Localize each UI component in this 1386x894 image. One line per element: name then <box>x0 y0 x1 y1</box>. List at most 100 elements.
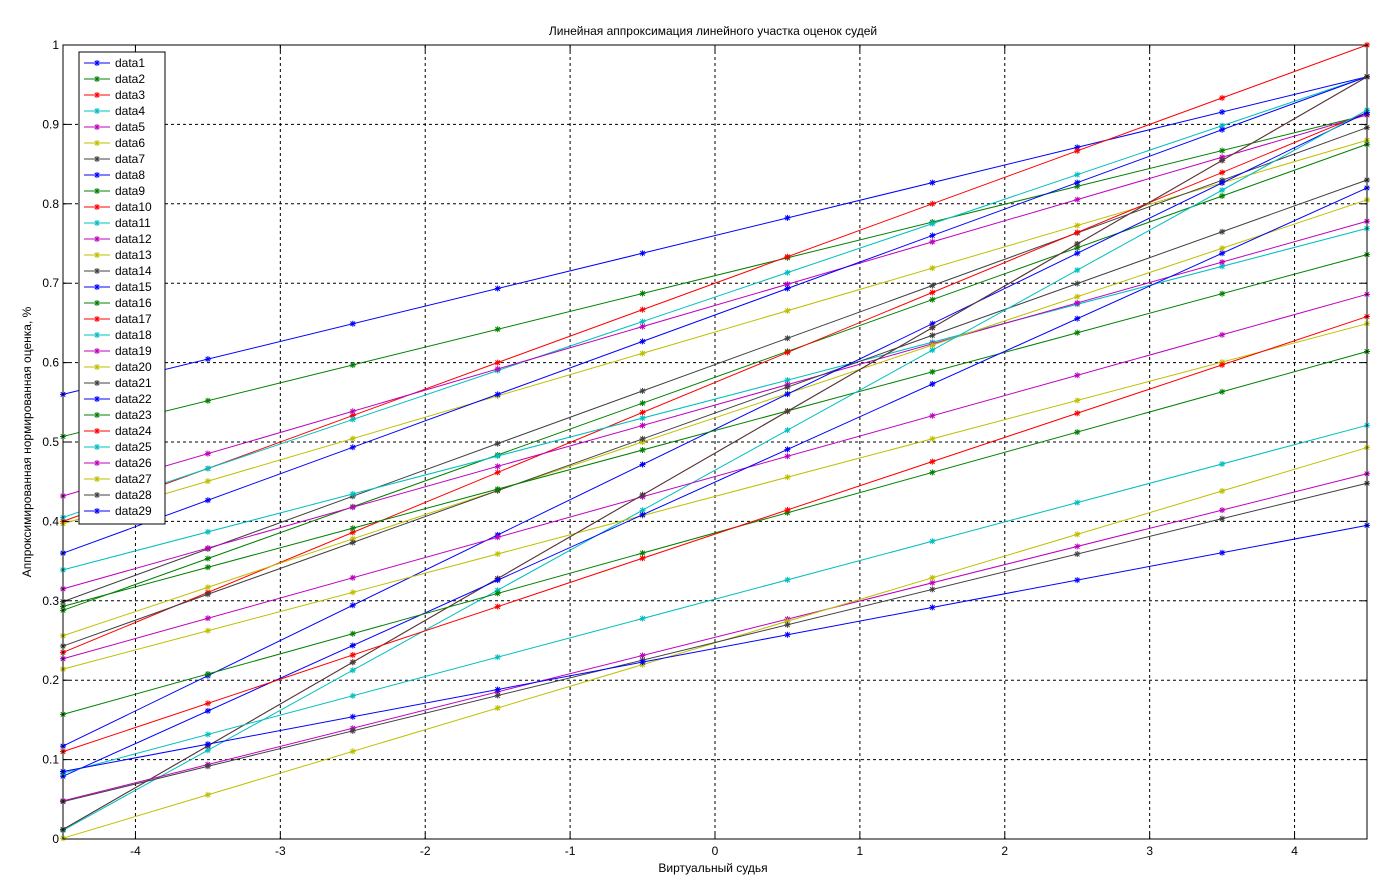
legend-label: data17 <box>115 312 152 326</box>
data-point <box>1074 299 1081 306</box>
data-point <box>929 220 936 227</box>
y-tick-label: 0.5 <box>42 435 59 449</box>
data-point <box>204 615 211 622</box>
data-point <box>204 763 211 770</box>
data-point <box>1219 515 1226 522</box>
data-point <box>929 347 936 354</box>
data-point <box>929 289 936 296</box>
legend-label: data13 <box>115 248 152 262</box>
legend-label: data5 <box>115 120 145 134</box>
data-point <box>784 391 791 398</box>
data-point <box>784 335 791 342</box>
data-point <box>1074 222 1081 229</box>
data-point <box>784 474 791 481</box>
data-point <box>929 296 936 303</box>
data-point <box>929 381 936 388</box>
data-point <box>204 497 211 504</box>
data-point <box>639 659 646 666</box>
data-point <box>494 587 501 594</box>
data-point <box>639 652 646 659</box>
data-point <box>639 615 646 622</box>
legend-marker <box>94 76 100 82</box>
y-tick-label: 0.8 <box>42 197 59 211</box>
y-tick-label: 0.2 <box>42 673 59 687</box>
series-line <box>62 227 1368 571</box>
data-point <box>1219 549 1226 556</box>
series-line <box>62 424 1368 774</box>
series-line <box>62 114 1368 497</box>
legend-marker <box>94 316 100 322</box>
data-point <box>204 397 211 404</box>
data-point <box>929 179 936 186</box>
data-point <box>349 630 356 637</box>
data-point <box>1219 507 1226 514</box>
series-line <box>62 112 1368 747</box>
data-point <box>204 528 211 535</box>
data-point <box>929 368 936 375</box>
data-point <box>639 350 646 357</box>
x-axis-label: Виртуальный судья <box>658 861 767 875</box>
data-point <box>349 412 356 419</box>
data-point <box>784 427 791 434</box>
legend-marker <box>94 60 100 66</box>
data-point <box>204 545 211 552</box>
legend-label: data25 <box>115 440 152 454</box>
legend-marker <box>94 300 100 306</box>
series-line <box>62 76 1368 395</box>
data-point <box>1074 397 1081 404</box>
legend-label: data12 <box>115 232 152 246</box>
data-point <box>1219 228 1226 235</box>
legend-label: data27 <box>115 472 152 486</box>
data-point <box>349 748 356 755</box>
data-point <box>204 450 211 457</box>
data-point <box>929 458 936 465</box>
data-point <box>784 621 791 628</box>
data-point <box>1074 241 1081 248</box>
data-point <box>639 323 646 330</box>
data-point <box>494 590 501 597</box>
x-tick-label: 3 <box>1146 844 1153 858</box>
data-point <box>639 461 646 468</box>
data-point <box>494 463 501 470</box>
data-point <box>494 326 501 333</box>
data-point <box>784 214 791 221</box>
data-point <box>349 713 356 720</box>
series-line <box>62 482 1368 803</box>
legend-label: data10 <box>115 200 152 214</box>
data-point <box>204 555 211 562</box>
series-line <box>62 473 1368 802</box>
legend-label: data2 <box>115 72 145 86</box>
y-tick-label: 1 <box>52 38 59 52</box>
legend-label: data7 <box>115 152 145 166</box>
data-point <box>1219 290 1226 297</box>
data-point <box>349 504 356 511</box>
data-point <box>1074 229 1081 236</box>
legend-marker <box>94 460 100 466</box>
data-point <box>494 391 501 398</box>
data-point <box>204 791 211 798</box>
y-tick-label: 0.7 <box>42 276 59 290</box>
legend-label: data1 <box>115 56 145 70</box>
y-axis-label: Аппроксимированная нормированная оценка,… <box>20 306 34 577</box>
data-point <box>1074 531 1081 538</box>
data-point <box>1074 315 1081 322</box>
data-point <box>349 667 356 674</box>
data-point <box>494 359 501 366</box>
y-tick-label: 0.1 <box>42 753 59 767</box>
data-point <box>204 700 211 707</box>
data-point <box>1219 126 1226 133</box>
legend-marker <box>94 220 100 226</box>
data-point <box>639 422 646 429</box>
data-point <box>349 320 356 327</box>
legend-marker <box>94 492 100 498</box>
data-point <box>349 525 356 532</box>
legend-marker <box>94 252 100 258</box>
data-point <box>1074 244 1081 251</box>
data-point <box>494 603 501 610</box>
x-tick-label: -1 <box>565 844 576 858</box>
legend-label: data14 <box>115 264 152 278</box>
data-point <box>1074 543 1081 550</box>
data-point <box>929 332 936 339</box>
legend-marker <box>94 380 100 386</box>
data-point <box>639 507 646 514</box>
